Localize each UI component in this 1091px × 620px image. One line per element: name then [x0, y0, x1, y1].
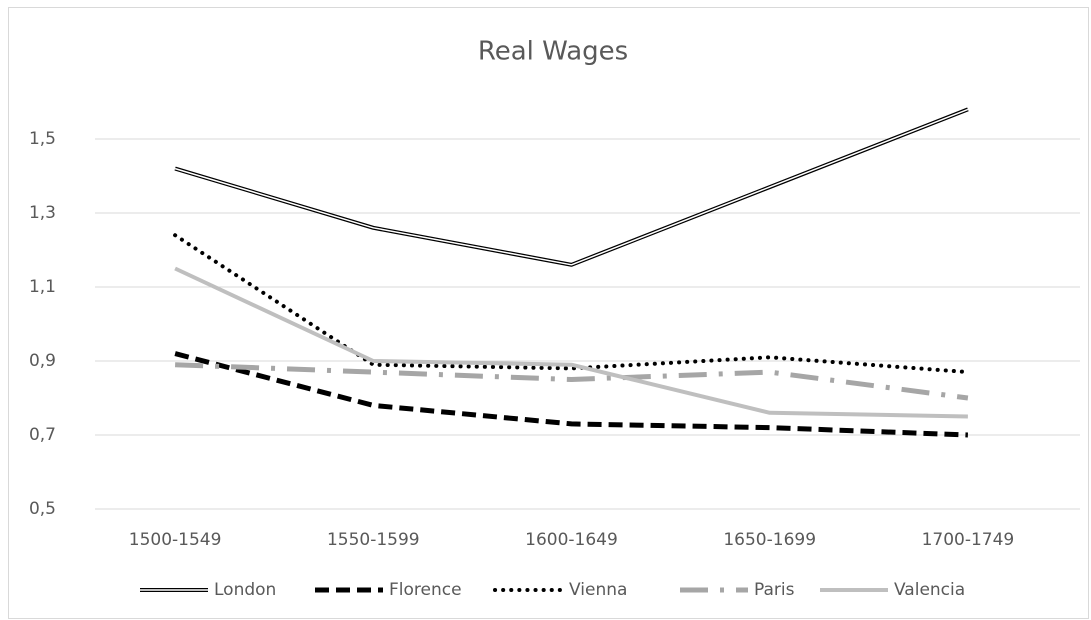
- y-tick-label: 1,1: [29, 277, 56, 297]
- x-tick-label: 1500-1549: [129, 530, 222, 550]
- legend-label: London: [214, 580, 276, 600]
- y-tick-label: 1,5: [29, 129, 56, 149]
- x-tick-label: 1600-1649: [525, 530, 618, 550]
- legend-label: Valencia: [894, 580, 965, 600]
- series-line: [175, 362, 969, 401]
- y-tick-label: 0,5: [29, 499, 56, 519]
- series-line: [174, 266, 968, 419]
- chart-title: Real Wages: [478, 37, 628, 67]
- x-tick-label: 1650-1699: [723, 530, 816, 550]
- y-tick-label: 0,9: [29, 351, 56, 371]
- series-line-inner: [174, 108, 969, 266]
- y-tick-label: 1,3: [29, 203, 56, 223]
- legend-label: Vienna: [569, 580, 627, 600]
- x-tick-label: 1550-1599: [327, 530, 420, 550]
- legend-label: Florence: [389, 580, 462, 600]
- chart-frame: [8, 7, 1089, 619]
- x-tick-label: 1700-1749: [922, 530, 1015, 550]
- series-line: [174, 351, 968, 438]
- y-tick-label: 0,7: [29, 425, 56, 445]
- legend-label: Paris: [754, 580, 795, 600]
